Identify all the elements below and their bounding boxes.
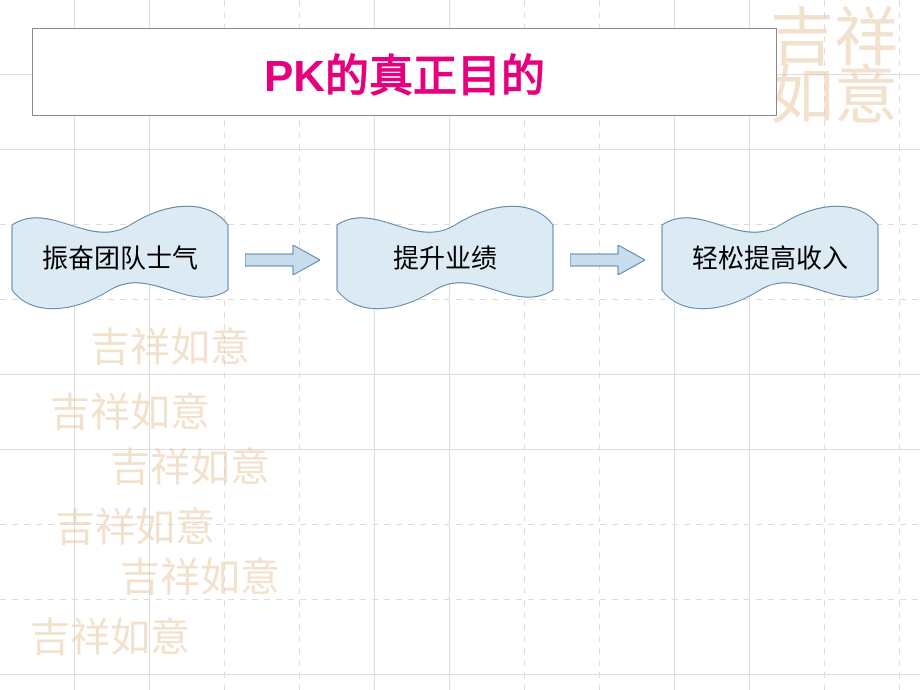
seal-decor-step: 吉祥如意 [90, 330, 250, 366]
flow-node-3: 轻松提高收入 [660, 195, 880, 315]
seal-decor-step: 吉祥如意 [30, 620, 190, 656]
flow-node-1-label: 振奋团队士气 [42, 238, 198, 275]
flow-node-1: 振奋团队士气 [10, 195, 230, 315]
seal-decor-step: 吉祥如意 [110, 450, 270, 486]
flow-node-2-label: 提升业绩 [393, 238, 497, 275]
flow-node-3-label: 轻松提高收入 [692, 238, 848, 275]
seal-decor-step: 吉祥如意 [120, 560, 280, 596]
flow-node-2: 提升业绩 [335, 195, 555, 315]
flowchart: 振奋团队士气 提升业绩 轻松提高收入 [10, 195, 910, 335]
slide-title: PK的真正目的 [264, 40, 545, 104]
seal-glyphs: 吉祥如意 [770, 3, 898, 132]
arrow-icon [570, 245, 645, 275]
seal-decor-step: 吉祥如意 [50, 395, 210, 431]
title-box: PK的真正目的 [32, 28, 777, 116]
arrow-icon [245, 245, 320, 275]
seal-decor-main: 吉祥如意 [770, 10, 920, 125]
seal-decor-step: 吉祥如意 [55, 510, 215, 546]
